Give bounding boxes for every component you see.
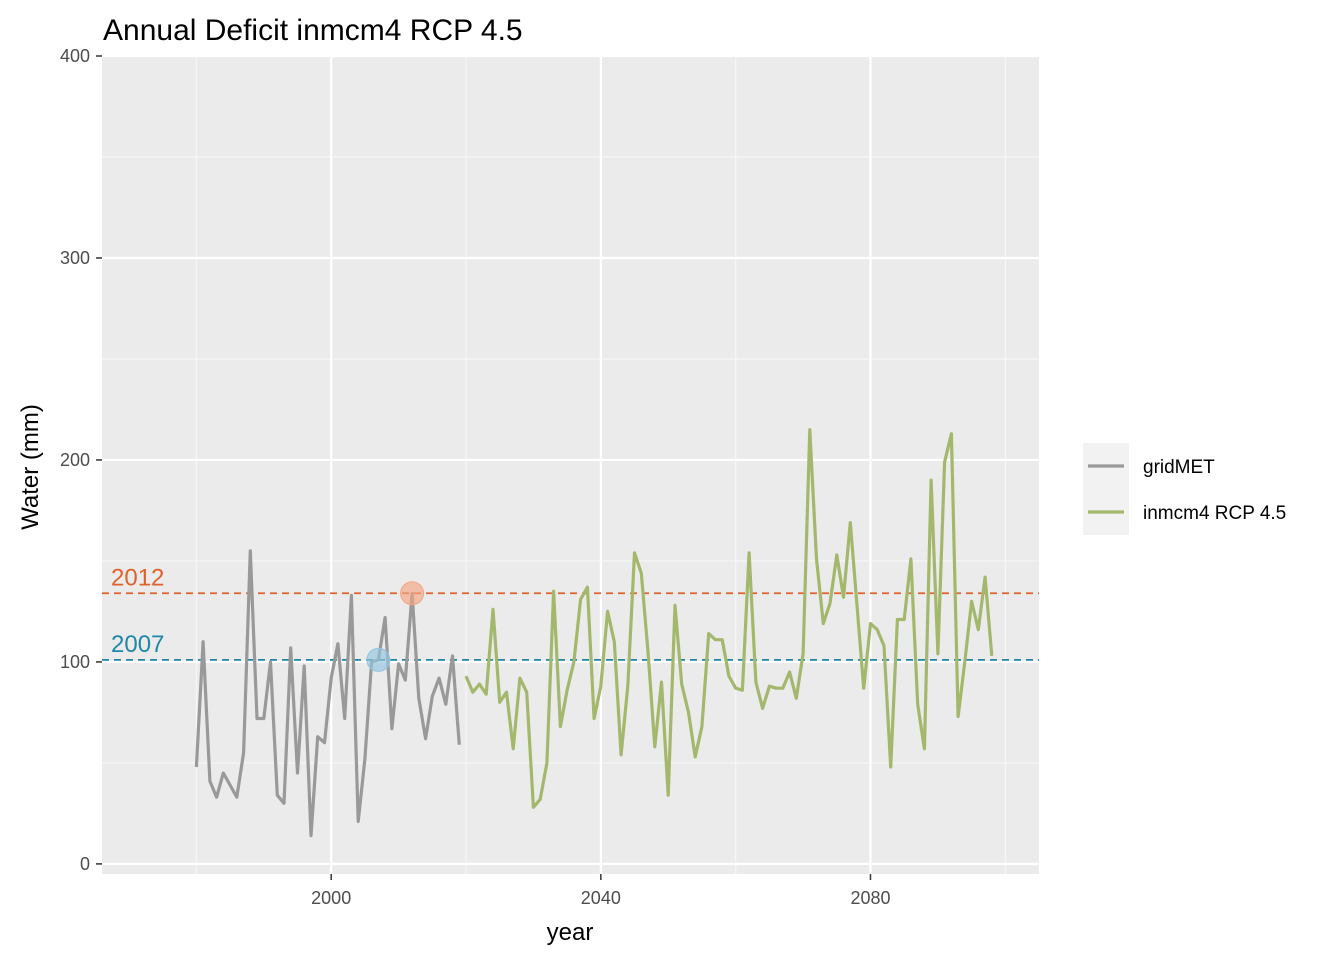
x-axis: 2000 2040 2080 — [311, 874, 890, 908]
highlight-point-2007 — [366, 647, 391, 672]
y-tick-label: 0 — [80, 854, 90, 874]
series-line-inmcm4-rcp45 — [464, 428, 994, 809]
legend-label: gridMET — [1143, 457, 1215, 478]
highlight-points — [366, 581, 425, 672]
legend: gridMET inmcm4 RCP 4.5 — [1083, 443, 1286, 535]
chart-title: Annual Deficit inmcm4 RCP 4.5 — [103, 14, 523, 47]
reference-label-2007: 2007 — [111, 631, 164, 658]
y-tick-label: 400 — [60, 46, 90, 66]
x-tick-label: 2080 — [850, 888, 890, 908]
x-tick-label: 2040 — [581, 888, 621, 908]
reference-lines: 2012 2007 — [102, 564, 1039, 661]
x-axis-title: year — [547, 919, 594, 946]
x-tick-label: 2000 — [311, 888, 351, 908]
series-line-gridmet — [194, 549, 461, 838]
highlight-point-2012 — [400, 581, 425, 606]
y-tick-label: 100 — [60, 652, 90, 672]
plot-panel — [102, 56, 1039, 874]
y-tick-label: 200 — [60, 450, 90, 470]
series-lines — [194, 428, 994, 838]
grid-minor — [102, 56, 1039, 874]
y-axis: 0 100 200 300 400 — [60, 46, 102, 874]
legend-label: inmcm4 RCP 4.5 — [1143, 503, 1286, 524]
y-tick-label: 300 — [60, 248, 90, 268]
y-axis-title: Water (mm) — [17, 404, 44, 530]
reference-label-2012: 2012 — [111, 564, 164, 591]
grid-major — [102, 54, 1039, 874]
legend-key-background — [1083, 443, 1129, 535]
